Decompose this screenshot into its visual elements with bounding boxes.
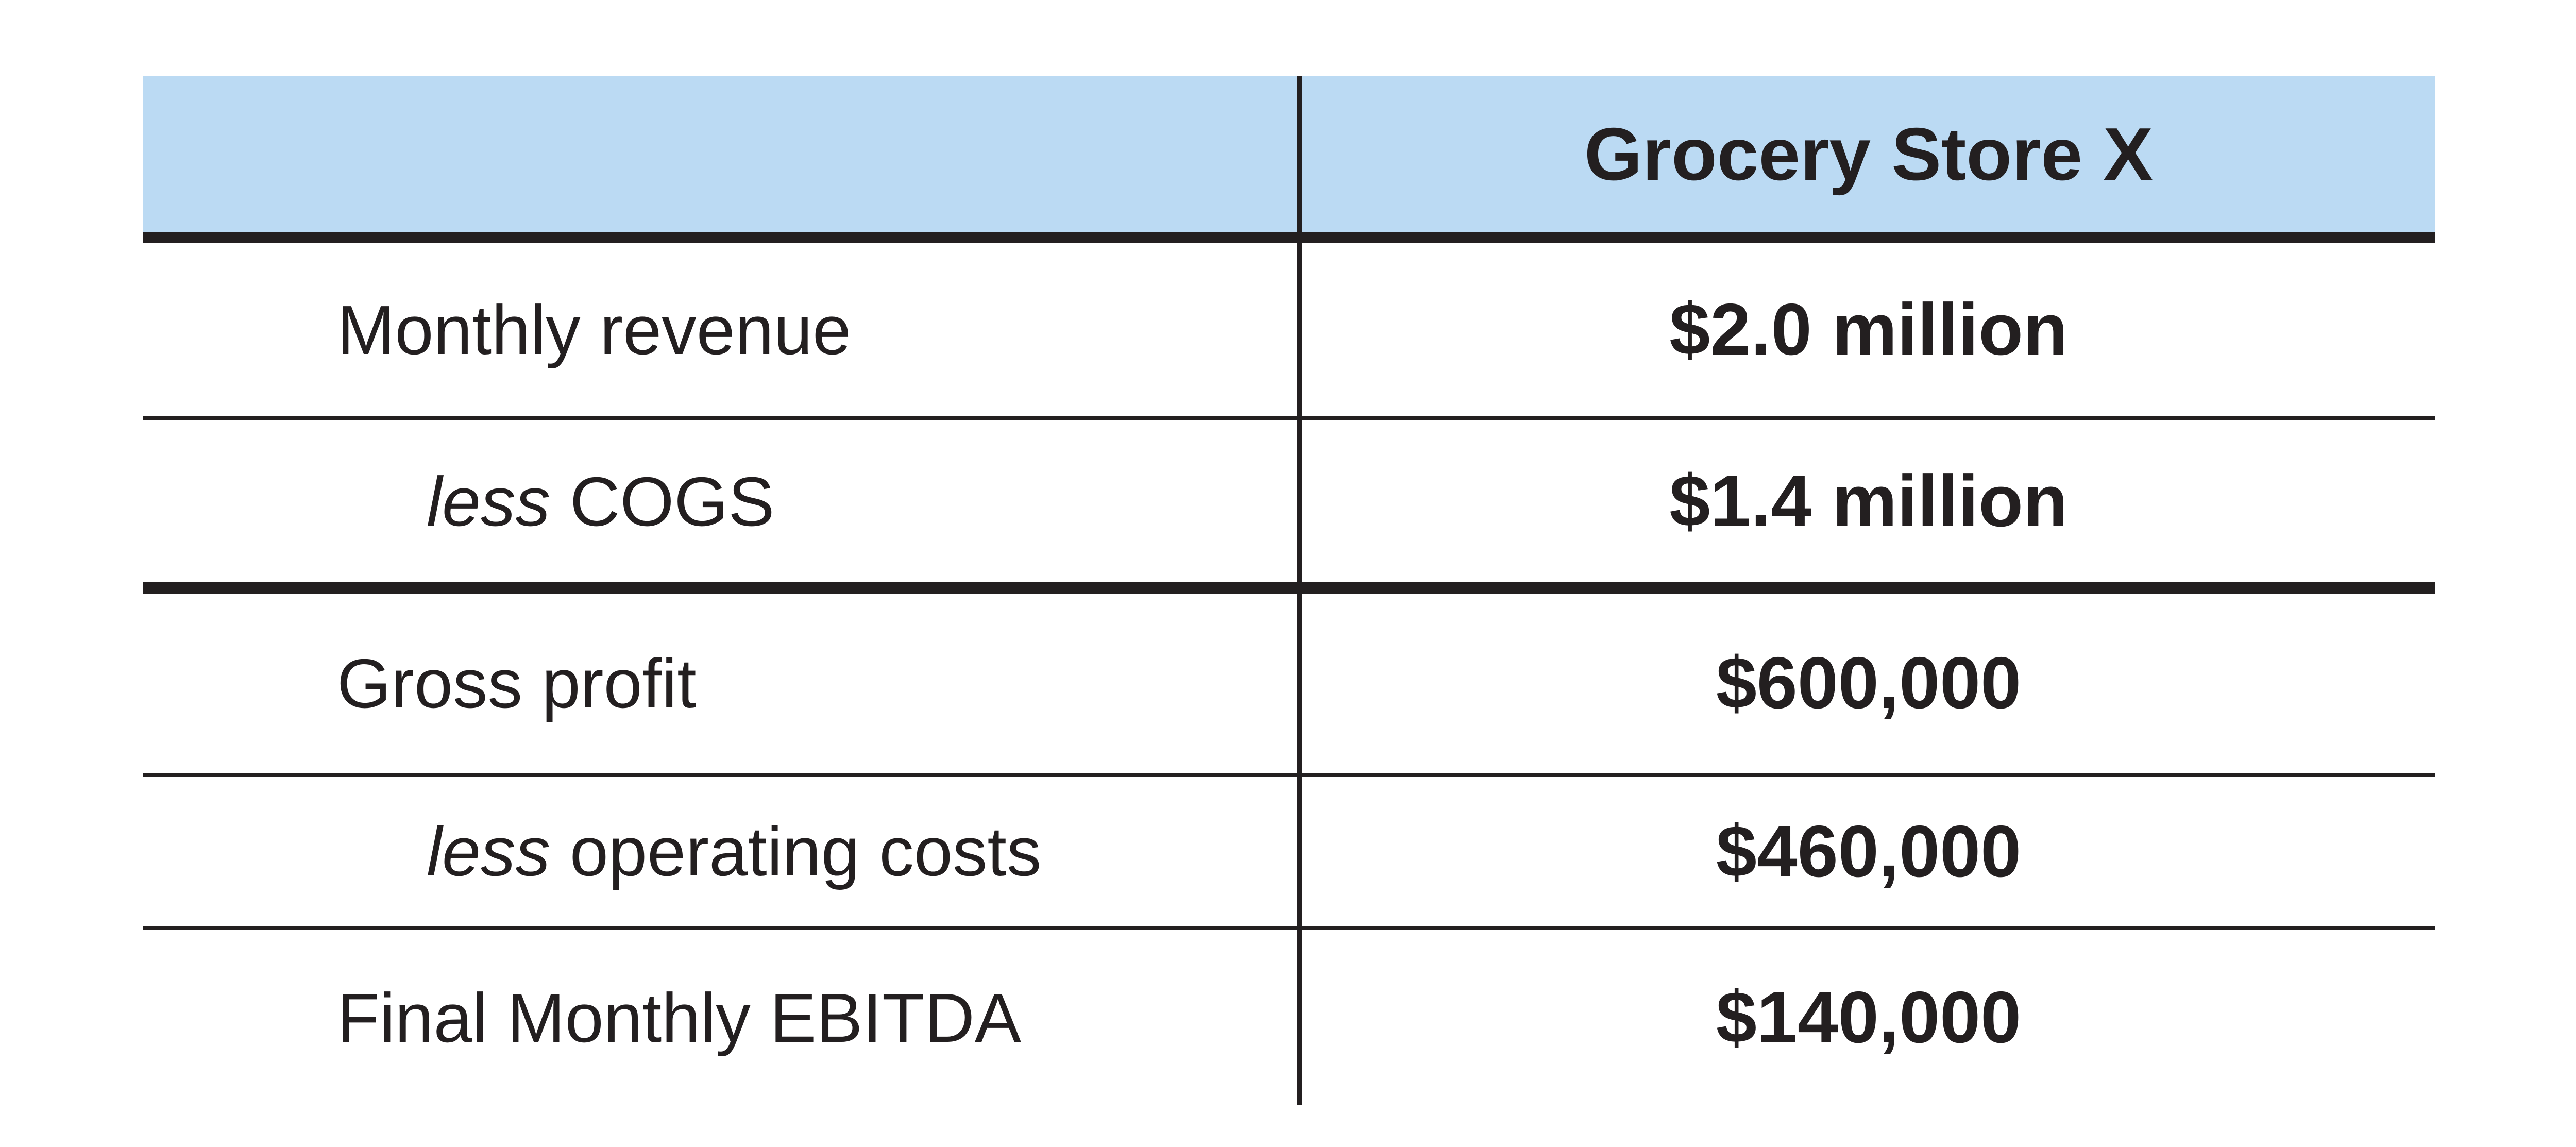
table-row-final-monthly-ebitda: Final Monthly EBITDA $140,000 <box>143 930 2435 1105</box>
less-prefix: less <box>427 462 551 541</box>
row-label-cell: Final Monthly EBITDA <box>143 930 1297 1105</box>
table-row-less-cogs: less COGS $1.4 million <box>143 420 2435 594</box>
row-label-cell: Gross profit <box>143 594 1297 773</box>
row-label: less COGS <box>427 467 774 536</box>
header-company-cell: Grocery Store X <box>1297 76 2435 232</box>
row-value: $1.4 million <box>1669 460 2068 542</box>
row-label: Final Monthly EBITDA <box>337 979 1021 1057</box>
row-value: $460,000 <box>1716 810 2022 892</box>
ebitda-table: Grocery Store X Monthly revenue $2.0 mil… <box>143 76 2435 1105</box>
row-label: less operating costs <box>427 817 1041 886</box>
row-label-cell: less COGS <box>143 420 1297 582</box>
table-row-monthly-revenue: Monthly revenue $2.0 million <box>143 243 2435 420</box>
row-value: $2.0 million <box>1669 289 2068 370</box>
row-value-cell: $600,000 <box>1297 594 2435 773</box>
row-label-text: COGS <box>569 462 775 541</box>
header-empty-cell <box>143 76 1297 232</box>
row-value-cell: $2.0 million <box>1297 243 2435 416</box>
less-prefix: less <box>427 813 551 890</box>
row-label-cell: less operating costs <box>143 777 1297 926</box>
row-value-cell: $460,000 <box>1297 777 2435 926</box>
row-value-cell: $1.4 million <box>1297 420 2435 582</box>
row-label: Monthly revenue <box>337 291 852 369</box>
table-header-row: Grocery Store X <box>143 76 2435 243</box>
company-name: Grocery Store X <box>1584 112 2154 196</box>
row-label-cell: Monthly revenue <box>143 243 1297 416</box>
row-label-text: operating costs <box>569 813 1042 890</box>
table-row-less-operating-costs: less operating costs $460,000 <box>143 777 2435 930</box>
row-value: $600,000 <box>1716 642 2022 724</box>
row-value-cell: $140,000 <box>1297 930 2435 1105</box>
table-row-gross-profit: Gross profit $600,000 <box>143 594 2435 777</box>
row-value: $140,000 <box>1716 976 2022 1058</box>
row-label: Gross profit <box>337 644 697 722</box>
